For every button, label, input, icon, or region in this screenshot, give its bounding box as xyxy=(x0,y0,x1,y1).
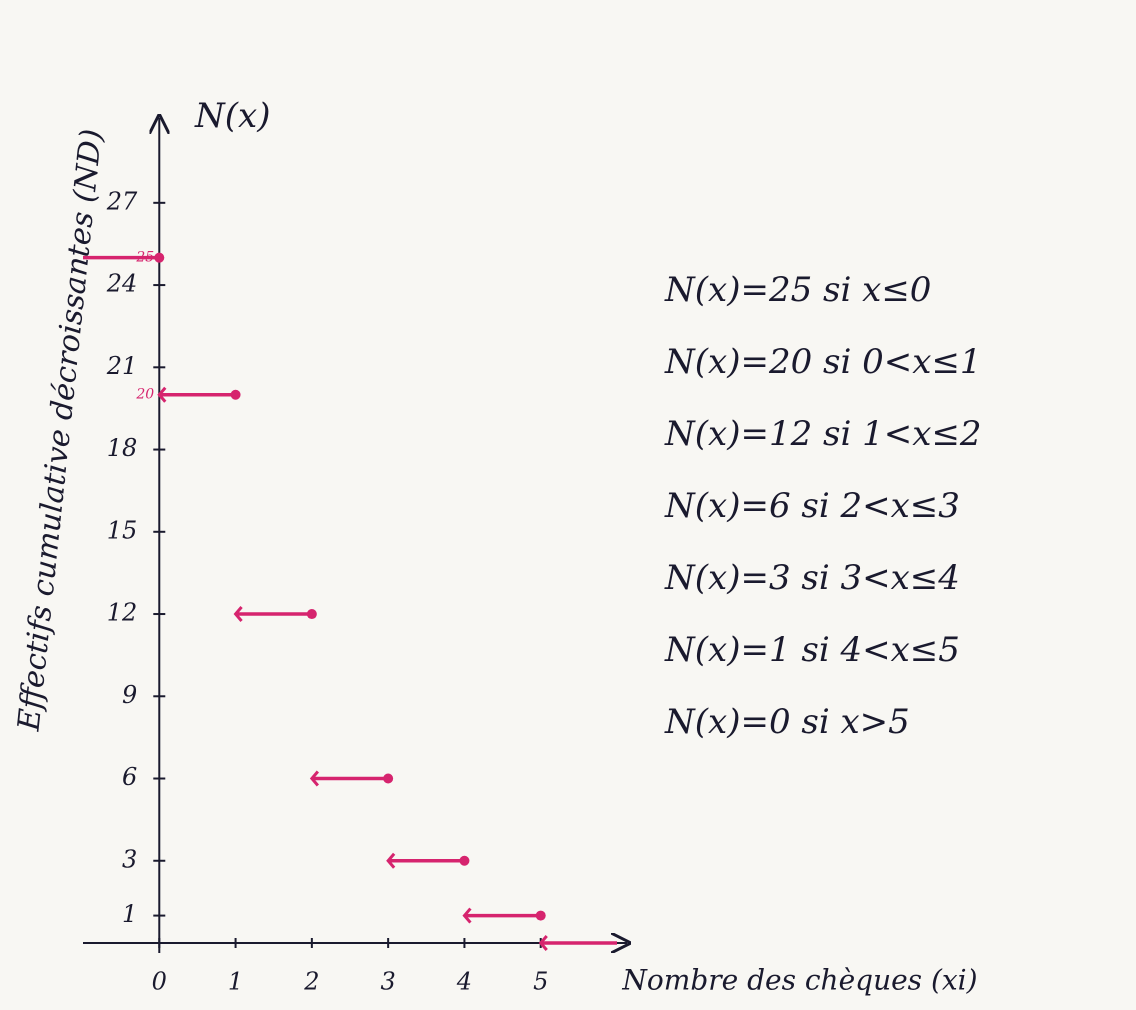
condition: N(x)=0 si x>5 xyxy=(664,702,910,742)
value-label: 25 xyxy=(135,250,154,266)
y-tick-label: 1 xyxy=(122,900,137,928)
y-axis-title: N(x) xyxy=(194,96,270,136)
closed-end xyxy=(306,609,317,620)
x-tick-label: 3 xyxy=(381,968,396,996)
condition: N(x)=12 si 1<x≤2 xyxy=(664,414,982,454)
condition: N(x)=6 si 2<x≤3 xyxy=(664,486,960,526)
y-tick-label: 27 xyxy=(106,187,138,215)
open-end xyxy=(386,852,396,869)
open-end xyxy=(157,386,167,403)
closed-end xyxy=(383,773,394,784)
closed-end xyxy=(459,855,470,866)
x-tick-label: 2 xyxy=(303,968,319,996)
y-tick-label: 21 xyxy=(106,352,138,380)
open-end xyxy=(233,606,243,623)
closed-end xyxy=(230,389,241,400)
condition: N(x)=20 si 0<x≤1 xyxy=(664,342,982,382)
condition: N(x)=25 si x≤0 xyxy=(664,270,931,310)
closed-end xyxy=(535,910,546,921)
open-end xyxy=(538,935,548,951)
open-end xyxy=(309,770,319,787)
x-tick-label: 0 xyxy=(152,968,167,996)
value-label: 20 xyxy=(135,387,154,403)
y-tick-label: 3 xyxy=(122,845,137,873)
y-tick-label: 18 xyxy=(107,434,138,462)
y-tick-label: 9 xyxy=(122,681,137,709)
closed-end xyxy=(154,252,165,263)
x-tick-label: 1 xyxy=(228,968,243,996)
y-tick-label: 15 xyxy=(107,516,138,544)
y-tick-label: 12 xyxy=(107,599,138,627)
x-tick-label: 4 xyxy=(456,968,472,996)
condition: N(x)=3 si 3<x≤4 xyxy=(664,558,960,598)
x-tick-label: 5 xyxy=(533,968,548,996)
y-tick-label: 24 xyxy=(106,270,138,298)
open-end xyxy=(462,907,472,924)
x-axis-label: Nombre des chèques (xi) xyxy=(621,964,977,997)
condition: N(x)=1 si 4<x≤5 xyxy=(664,630,960,670)
y-tick-label: 6 xyxy=(122,763,137,791)
